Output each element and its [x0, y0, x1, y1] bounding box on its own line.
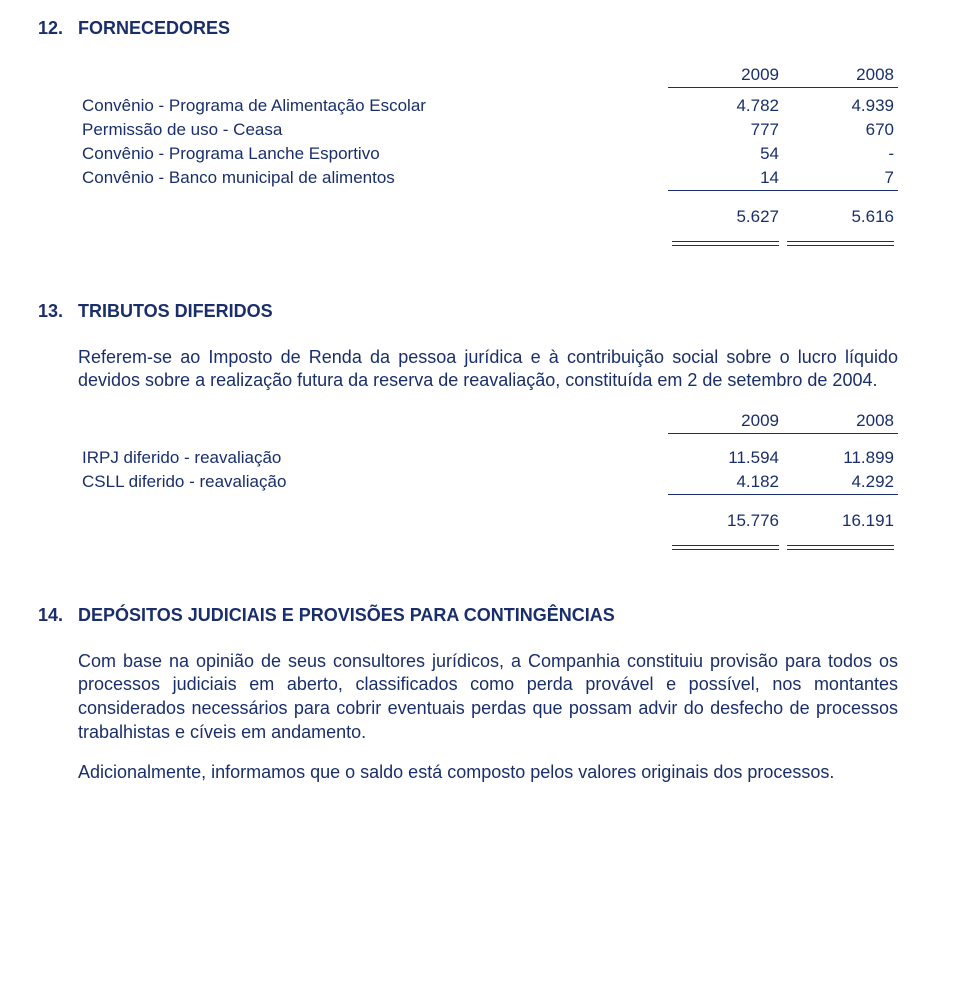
col-year-2008: 2008 — [783, 409, 898, 434]
section-12-heading: 12. FORNECEDORES — [38, 18, 898, 39]
section-13-heading: 13. TRIBUTOS DIFERIDOS — [38, 301, 898, 322]
suppliers-table: 2009 2008 Convênio - Programa de Aliment… — [78, 63, 898, 253]
section-12-number: 12. — [38, 18, 78, 39]
table-row: CSLL diferido - reavaliação 4.182 4.292 — [78, 470, 898, 495]
section-14-title: DEPÓSITOS JUDICIAIS E PROVISÕES PARA CON… — [78, 605, 615, 626]
deferred-tax-table: 2009 2008 IRPJ diferido - reavaliação 11… — [78, 409, 898, 557]
section-13-number: 13. — [38, 301, 78, 322]
section-13-title: TRIBUTOS DIFERIDOS — [78, 301, 273, 322]
section-13-paragraph: Referem-se ao Imposto de Renda da pessoa… — [78, 346, 898, 394]
col-year-2009: 2009 — [668, 63, 783, 88]
table-total-row: 5.627 5.616 — [78, 190, 898, 229]
table-row: Convênio - Programa de Alimentação Escol… — [78, 94, 898, 118]
section-14-paragraph-1: Com base na opinião de seus consultores … — [78, 650, 898, 745]
section-14-number: 14. — [38, 605, 78, 626]
section-14-heading: 14. DEPÓSITOS JUDICIAIS E PROVISÕES PARA… — [38, 605, 898, 626]
col-year-2009: 2009 — [668, 409, 783, 434]
col-year-2008: 2008 — [783, 63, 898, 88]
table-row: Permissão de uso - Ceasa 777 670 — [78, 118, 898, 142]
table-row: IRPJ diferido - reavaliação 11.594 11.89… — [78, 446, 898, 470]
section-14-paragraph-2: Adicionalmente, informamos que o saldo e… — [78, 761, 898, 785]
table-total-row: 15.776 16.191 — [78, 494, 898, 533]
table-row: Convênio - Banco municipal de alimentos … — [78, 166, 898, 191]
section-12-title: FORNECEDORES — [78, 18, 230, 39]
table-row: Convênio - Programa Lanche Esportivo 54 … — [78, 142, 898, 166]
